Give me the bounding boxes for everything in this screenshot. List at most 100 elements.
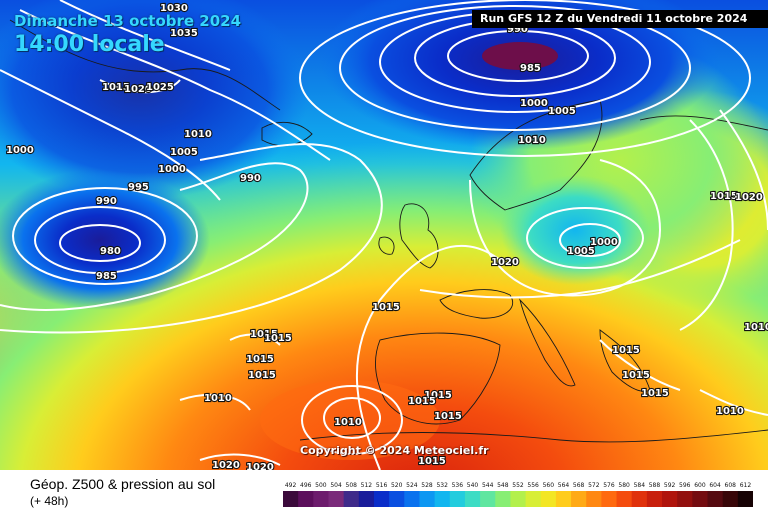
scale-swatch	[616, 491, 633, 507]
scale-label: 608	[725, 482, 737, 489]
isobar-label: 1025	[146, 82, 174, 93]
isobar-label: 1020	[735, 192, 763, 203]
isobar-label: 1000	[158, 164, 186, 175]
scale-swatch	[737, 491, 753, 507]
scale-swatch	[601, 491, 618, 507]
coast-iberia	[375, 332, 501, 425]
isobar-995-west	[0, 162, 309, 311]
isobar-label: 980	[100, 246, 121, 257]
scale-label: 556	[527, 482, 539, 489]
field-baltic-low	[500, 175, 650, 285]
scale-label: 500	[315, 482, 327, 489]
isobar-1010-west	[19, 9, 331, 161]
coast-britain	[399, 203, 439, 269]
isobar-labels: 1030 1035 1015 1020 1025 1010 1005 1000 …	[5, 2, 768, 470]
scale-label: 552	[512, 482, 524, 489]
isobar-1010-southeast	[699, 389, 768, 416]
isobar-1015-atlantic	[229, 333, 281, 346]
isobar-label: 1015	[248, 370, 276, 381]
scale-label: 612	[740, 482, 752, 489]
scale-label: 496	[300, 482, 312, 489]
scale-swatch	[419, 491, 436, 507]
isobar-label: 1010	[744, 322, 768, 333]
scale-label: 572	[588, 482, 600, 489]
scale-swatch	[571, 491, 587, 507]
isobar-label: 990	[240, 173, 261, 184]
isobar-label: 1010	[184, 129, 212, 140]
coast-ireland	[378, 236, 395, 255]
isobar-label: 1015	[408, 396, 436, 407]
isobar-label: 1010	[204, 393, 232, 404]
isobar-1010-atlantic	[179, 393, 251, 411]
run-banner: Run GFS 12 Z du Vendredi 11 octobre 2024	[472, 10, 768, 28]
isobar-label: 1010	[716, 406, 744, 417]
isobar-label: 1010	[518, 135, 546, 146]
isobar-1020-nw	[99, 79, 181, 94]
isobar-label: 1015	[246, 354, 274, 365]
isobar-label: 1015	[612, 345, 640, 356]
scale-swatch	[283, 491, 299, 507]
scale-swatch	[662, 491, 678, 507]
scale-label: 536	[452, 482, 464, 489]
legend-title: Géop. Z500 & pression au sol	[30, 476, 216, 492]
scale-swatch	[525, 491, 542, 507]
isobar-1000-north	[339, 5, 691, 131]
isobar-label: 1020	[212, 460, 240, 470]
isobar-label: 985	[520, 63, 541, 74]
isobar-label: 1020	[124, 84, 152, 95]
isobar-label: 1015	[372, 302, 400, 313]
scale-swatch	[328, 491, 345, 507]
scale-swatch	[404, 491, 420, 507]
isobar-label: 1015	[264, 333, 292, 344]
isobar-label: 1015	[102, 82, 130, 93]
scale-label: 540	[467, 482, 479, 489]
scale-label: 564	[558, 482, 570, 489]
scale-swatch	[358, 491, 375, 507]
scale-swatch	[631, 491, 648, 507]
isobar-1020-east	[719, 109, 768, 231]
isobar-label: 1030	[160, 3, 188, 14]
scale-label: 548	[497, 482, 509, 489]
isobar-label: 1020	[246, 462, 274, 470]
isobar-label: 1010	[518, 135, 546, 146]
scale-swatch	[480, 491, 496, 507]
isobar-label: 1035	[170, 28, 198, 39]
field-iberia-warm	[260, 380, 440, 460]
isobar-label: 1015	[622, 370, 650, 381]
isobar-label: 1015	[434, 411, 462, 422]
coast-balkans	[599, 329, 651, 392]
isobar-1005-north	[299, 0, 751, 157]
scale-label: 588	[649, 482, 661, 489]
coast-france	[439, 289, 513, 319]
coast-scandinavia	[469, 99, 603, 211]
coast-russia-north	[639, 115, 768, 131]
scale-label: 528	[421, 482, 433, 489]
isobar-label: 1010	[334, 417, 362, 428]
isobar-label: 1015	[250, 329, 278, 340]
scale-label: 516	[376, 482, 388, 489]
coast-italy	[519, 298, 576, 387]
scale-swatch	[646, 491, 663, 507]
isobar-label: 995	[128, 182, 149, 193]
isobar-1015-central	[355, 244, 501, 470]
scale-label: 492	[285, 482, 297, 489]
isobar-label: 1015	[641, 388, 669, 399]
field-north-low	[320, 0, 720, 150]
isobar-label: 990	[96, 196, 117, 207]
forecast-map: 1030 1035 1015 1020 1025 1010 1005 1000 …	[0, 0, 768, 470]
isobar-1015-east	[679, 119, 734, 331]
scale-label: 568	[573, 482, 585, 489]
isobar-label: 1000	[590, 237, 618, 248]
isobar-1015-iberia	[301, 385, 403, 455]
isobar-1010-iberia	[323, 397, 381, 439]
scale-label: 532	[436, 482, 448, 489]
scale-swatch	[313, 491, 329, 507]
coast-iceland	[261, 121, 313, 147]
isobar-label: 1005	[170, 147, 198, 158]
isobar-990-west	[12, 187, 198, 285]
forecast-time: 14:00 locale	[14, 32, 165, 57]
scale-label: 604	[709, 482, 721, 489]
field-greenland-trough	[0, 0, 310, 200]
scale-label: 544	[482, 482, 494, 489]
scale-swatch	[298, 491, 314, 507]
